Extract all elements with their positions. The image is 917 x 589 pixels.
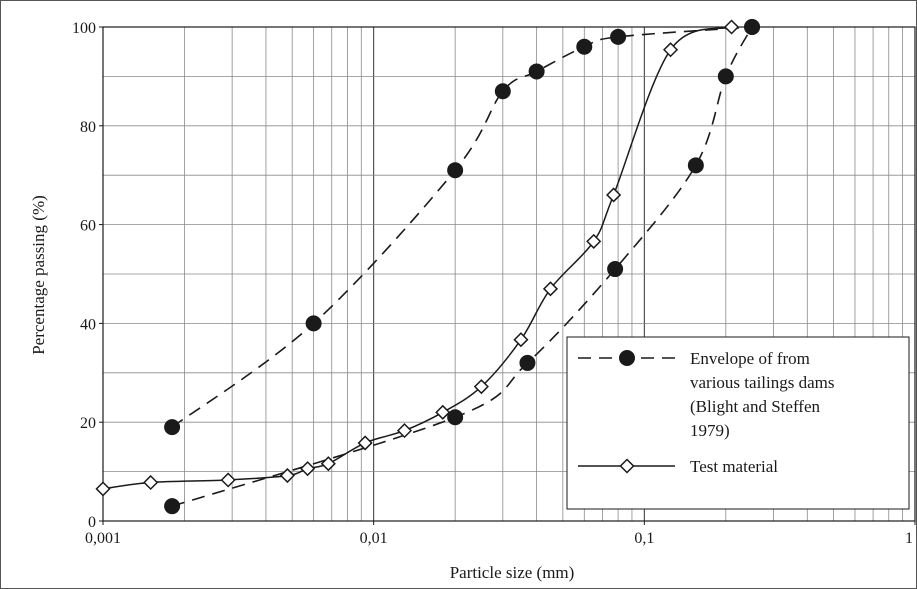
x-tick-label: 1 [905, 530, 913, 547]
data-point-diamond [357, 435, 373, 451]
data-point-diamond [320, 456, 336, 472]
y-tick-label: 60 [80, 218, 96, 235]
envelope-lower-line [171, 26, 753, 507]
data-point-circle [528, 63, 545, 80]
data-point-diamond [606, 187, 622, 203]
y-tick-label: 40 [80, 316, 96, 333]
data-point-diamond [542, 281, 559, 297]
data-point-circle [744, 19, 761, 35]
data-point-diamond [513, 332, 529, 348]
data-point-diamond [586, 233, 602, 249]
data-point-diamond [143, 474, 159, 491]
y-tick-label: 100 [72, 20, 96, 37]
x-axis-title: Particle size (mm) [450, 563, 575, 582]
y-tick-labels: 0 20 40 60 80 100 [72, 20, 103, 531]
y-axis-title: Percentage passing (%) [29, 195, 48, 355]
y-tick-label: 0 [88, 514, 96, 531]
data-point-circle [607, 261, 624, 278]
legend-test-label: Test material [690, 457, 778, 476]
data-point-diamond [279, 467, 295, 484]
data-point-circle [576, 38, 593, 55]
plot-border [102, 26, 916, 522]
data-point-circle [619, 350, 635, 366]
data-point-diamond [723, 19, 740, 35]
x-tick-label: 0,01 [360, 530, 388, 547]
data-point-circle [494, 83, 511, 100]
data-point-diamond [300, 461, 316, 477]
y-tick-label: 20 [80, 415, 96, 432]
data-point-circle [610, 28, 627, 45]
data-point-diamond [435, 404, 451, 420]
data-point-circle [519, 354, 536, 371]
legend-envelope-label: 1979) [690, 421, 730, 440]
data-point-circle [717, 68, 734, 85]
grid-layer [102, 27, 915, 521]
legend-envelope-label: (Blight and Steffen [690, 397, 820, 416]
x-tick-labels: 0,001 0,01 0,1 1 [85, 521, 916, 547]
legend-entries: Envelope of from various tailings dams (Bl… [578, 349, 834, 476]
data-point-diamond [220, 472, 236, 488]
legend-envelope-label: Envelope of from [690, 349, 810, 368]
data-point-circle [687, 157, 704, 174]
data-point-circle [164, 419, 181, 436]
data-point-diamond [663, 42, 679, 58]
legend-box [566, 336, 910, 510]
y-tick-label: 80 [80, 119, 96, 136]
x-tick-label: 0,001 [85, 530, 121, 547]
data-point-circle [447, 409, 464, 426]
data-point-circle [164, 498, 181, 515]
data-point-diamond [619, 458, 635, 474]
legend-envelope-label: various tailings dams [690, 373, 834, 392]
marker-layer [95, 19, 761, 515]
data-point-diamond [95, 481, 111, 497]
data-point-circle [447, 162, 464, 179]
data-point-diamond [396, 423, 413, 439]
data-point-diamond [473, 379, 489, 395]
x-tick-label: 0,1 [634, 530, 654, 547]
data-point-circle [305, 315, 322, 332]
legend: Envelope of from various tailings dams (Bl… [566, 336, 910, 510]
